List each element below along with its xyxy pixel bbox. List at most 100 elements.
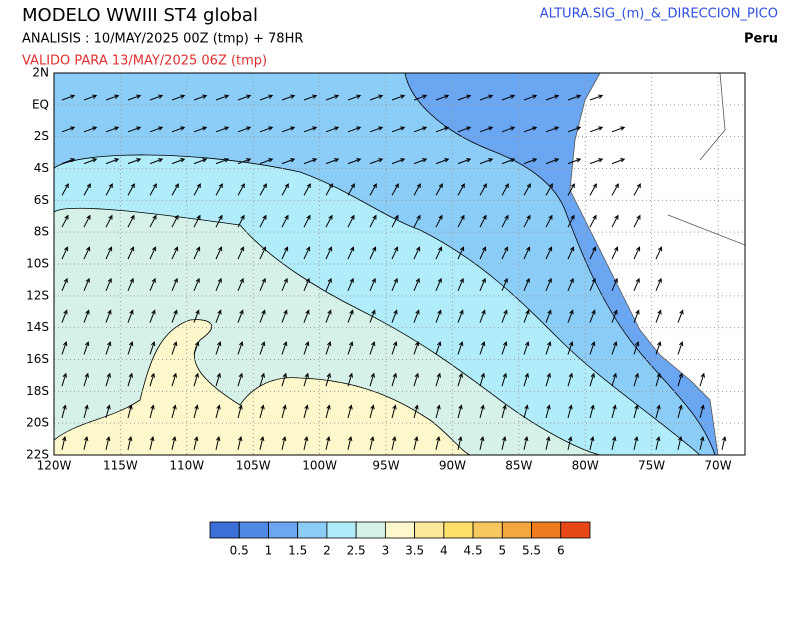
arrow-shaft <box>567 215 575 228</box>
arrow-head <box>152 214 157 220</box>
arrow-shaft <box>281 437 286 450</box>
wave-arrow <box>589 277 596 291</box>
wave-arrow <box>193 404 199 419</box>
arrow-head <box>459 277 464 283</box>
arrow-shaft <box>149 341 155 355</box>
arrow-shaft <box>589 373 595 387</box>
wave-arrow <box>435 341 442 355</box>
colorbar-box <box>268 521 299 539</box>
region: Peru <box>744 32 778 47</box>
wave-arrow <box>501 309 508 323</box>
arrow-shaft <box>457 247 464 260</box>
arrow-head <box>173 309 178 315</box>
wave-arrow <box>699 436 705 450</box>
arrow-shaft <box>237 126 251 133</box>
arrow-shaft <box>523 341 529 355</box>
arrow-head <box>195 309 200 315</box>
wave-arrow <box>545 246 553 260</box>
colorbar-box <box>297 521 328 539</box>
arrow-head <box>349 277 354 283</box>
arrow-shaft <box>391 95 405 101</box>
arrow-shaft <box>369 247 376 260</box>
arrow-shaft <box>413 158 427 165</box>
arrow-shaft <box>435 95 449 101</box>
wave-arrow <box>369 214 377 228</box>
wave-arrow <box>589 372 595 387</box>
arrow-head <box>239 309 244 315</box>
arrow-head <box>547 277 552 283</box>
arrow-head <box>503 341 508 347</box>
arrow-head <box>284 246 289 252</box>
arrow-shaft <box>523 310 530 323</box>
arrow-head <box>246 94 252 99</box>
wave-arrow <box>523 246 531 260</box>
arrow-head <box>400 94 406 99</box>
arrow-shaft <box>83 437 88 450</box>
arrow-head <box>437 341 442 347</box>
wave-arrow <box>105 183 113 196</box>
colorbar-label: 3 <box>382 544 390 558</box>
wave-arrow <box>457 214 465 228</box>
wave-arrow <box>193 309 200 323</box>
arrow-shaft <box>303 341 309 355</box>
wave-arrow <box>369 309 376 323</box>
arrow-shaft <box>479 310 486 323</box>
wave-arrow <box>127 183 135 196</box>
wave-arrow <box>413 158 428 165</box>
wave-arrow <box>655 246 663 260</box>
wave-arrow <box>303 246 311 260</box>
arrow-shaft <box>127 373 133 387</box>
wave-arrow <box>127 246 135 260</box>
arrow-head <box>459 309 464 315</box>
arrow-head <box>415 309 420 315</box>
arrow-shaft <box>127 183 135 196</box>
wave-arrow <box>149 341 156 355</box>
arrow-head <box>393 341 398 347</box>
arrow-shaft <box>83 373 89 387</box>
variable: ALTURA.SIG_(m)_&_DIRECCION_PICO <box>540 7 778 22</box>
arrow-head <box>356 94 362 99</box>
arrow-head <box>193 436 199 442</box>
wave-arrow <box>501 404 507 419</box>
wave-arrow <box>105 94 120 101</box>
wave-arrow <box>237 309 244 323</box>
wave-arrow <box>237 404 243 419</box>
arrow-head <box>151 309 156 315</box>
arrow-shaft <box>435 405 440 419</box>
arrow-shaft <box>325 437 330 450</box>
arrow-head <box>576 94 582 99</box>
arrow-head <box>304 372 309 378</box>
arrow-shaft <box>677 373 683 387</box>
arrow-shaft <box>281 310 288 323</box>
wave-arrow <box>391 341 398 355</box>
arrow-shaft <box>655 341 661 355</box>
arrow-head <box>482 246 487 252</box>
arrow-head <box>268 126 274 131</box>
arrow-head <box>261 277 266 283</box>
arrow-head <box>636 246 641 252</box>
arrow-shaft <box>259 310 266 323</box>
wave-arrow <box>435 94 450 101</box>
arrow-head <box>86 246 91 252</box>
arrow-head <box>108 214 113 220</box>
arrow-shaft <box>105 405 110 419</box>
arrow-head <box>196 246 201 252</box>
arrow-head <box>488 94 494 99</box>
wave-arrow <box>83 404 89 419</box>
arrow-shaft <box>457 341 463 355</box>
arrow-shaft <box>479 247 486 260</box>
arrow-shaft <box>413 437 418 450</box>
wave-arrow <box>567 372 573 387</box>
arrow-head <box>525 309 530 315</box>
wave-arrow <box>391 246 399 260</box>
lon-label: 105W <box>236 459 271 473</box>
arrow-head <box>152 183 157 189</box>
arrow-head <box>422 126 428 131</box>
arrow-head <box>438 183 443 189</box>
arrow-head <box>567 436 573 442</box>
arrow-shaft <box>127 126 141 133</box>
wave-arrow <box>523 94 538 101</box>
arrow-head <box>128 372 133 378</box>
arrow-head <box>61 436 67 442</box>
wave-arrow <box>545 277 552 291</box>
